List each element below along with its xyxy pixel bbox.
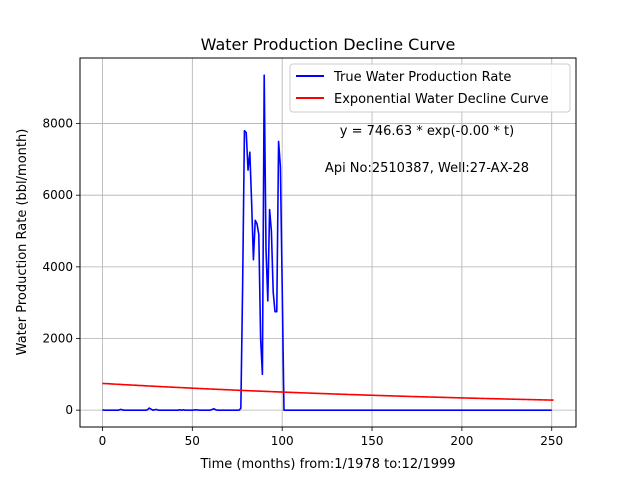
y-tick-label-4: 8000 (42, 117, 73, 131)
plot-series (102, 74, 554, 411)
y-tick-label-1: 2000 (42, 332, 73, 346)
legend-box (289, 63, 571, 113)
y-tick-label-2: 4000 (42, 260, 73, 274)
y-axis-ticks: 0 2000 4000 6000 8000 (42, 117, 80, 417)
equation-annotation: y = 746.63 * exp(-0.00 * t) (340, 124, 514, 139)
x-tick-label-5: 250 (540, 434, 563, 448)
y-tick-label-3: 6000 (42, 188, 73, 202)
y-axis-label: Water Production Rate (bbl/month) (15, 129, 30, 356)
x-axis-label: Time (months) from:1/1978 to:12/1999 (199, 457, 455, 472)
x-tick-label-4: 200 (450, 434, 473, 448)
legend-label-true-rate: True Water Production Rate (333, 70, 511, 85)
legend: True Water Production Rate Exponential W… (289, 63, 571, 113)
x-tick-label-0: 0 (99, 434, 107, 448)
chart-title: Water Production Decline Curve (201, 35, 456, 54)
series-true-water-production-rate (102, 74, 552, 411)
x-tick-label-1: 50 (185, 434, 200, 448)
x-tick-label-3: 150 (361, 434, 384, 448)
legend-label-decline-curve: Exponential Water Decline Curve (334, 92, 549, 107)
x-axis-ticks: 0 50 100 150 200 250 (99, 427, 563, 448)
y-tick-label-0: 0 (65, 403, 73, 417)
well-annotation: Api No:2510387, Well:27-AX-28 (325, 161, 529, 176)
grid-lines (80, 58, 576, 427)
x-tick-label-2: 100 (271, 434, 294, 448)
series-exponential-water-decline-curve (102, 382, 554, 401)
plot-frame (79, 57, 577, 428)
